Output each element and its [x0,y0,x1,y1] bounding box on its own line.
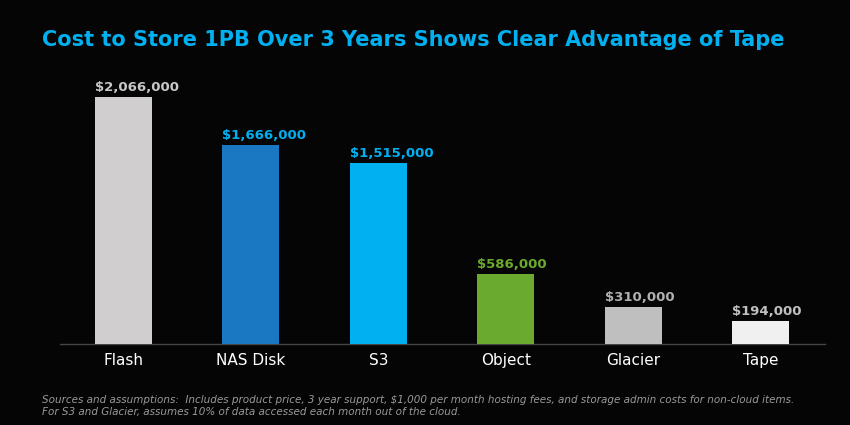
Text: $1,515,000: $1,515,000 [349,147,434,160]
Text: $1,666,000: $1,666,000 [222,129,306,142]
Text: $586,000: $586,000 [477,258,547,271]
Text: Sources and assumptions:  Includes product price, 3 year support, $1,000 per mon: Sources and assumptions: Includes produc… [42,395,795,416]
Text: $2,066,000: $2,066,000 [94,81,178,94]
Bar [477,274,535,344]
Text: $310,000: $310,000 [604,291,674,304]
Bar [94,97,152,344]
Text: $194,000: $194,000 [732,305,802,318]
Bar [732,321,790,344]
Bar [222,145,280,344]
Bar [604,307,662,344]
Text: Cost to Store 1PB Over 3 Years Shows Clear Advantage of Tape: Cost to Store 1PB Over 3 Years Shows Cle… [42,30,785,50]
Bar [349,163,407,344]
